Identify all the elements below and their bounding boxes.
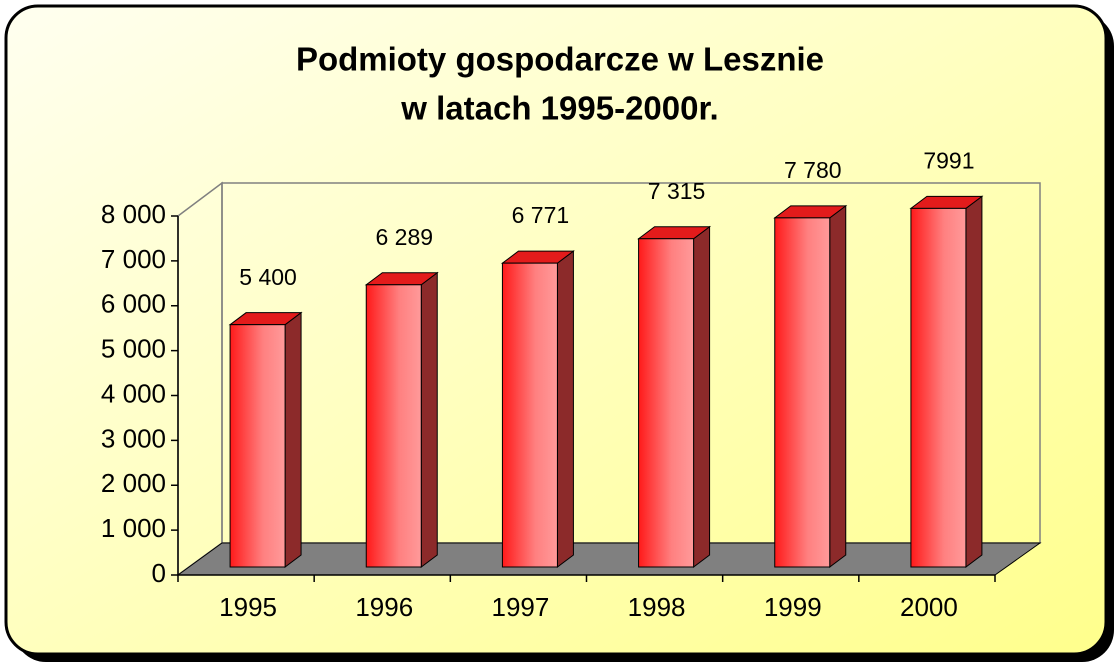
value-label: 6 771 [512, 202, 570, 228]
y-tick-label: 1 000 [101, 513, 166, 543]
bar-side [829, 204, 847, 568]
value-label: 7 780 [784, 157, 842, 183]
chart-title: Podmioty gospodarcze w Lesznie [296, 41, 824, 78]
x-tick-label: 1998 [628, 592, 686, 622]
bar-side [284, 311, 302, 568]
bar [910, 207, 967, 568]
y-tick-label: 2 000 [101, 468, 166, 498]
bar [501, 262, 558, 568]
y-tick-label: 5 000 [101, 334, 166, 364]
bar [365, 284, 422, 568]
bar [638, 238, 695, 568]
y-tick-label: 3 000 [101, 423, 166, 453]
x-tick-label: 1995 [219, 592, 277, 622]
value-label: 7 315 [648, 178, 706, 204]
bar-side [965, 195, 983, 568]
bar [774, 217, 831, 568]
value-label: 6 289 [375, 224, 433, 250]
x-tick-label: 1996 [355, 592, 413, 622]
y-tick-label: 7 000 [101, 244, 166, 274]
x-tick-label: 2000 [900, 592, 958, 622]
x-tick-label: 1999 [764, 592, 822, 622]
bar-side [420, 271, 438, 568]
y-tick-label: 4 000 [101, 378, 166, 408]
y-tick-label: 6 000 [101, 289, 166, 319]
y-tick-label: 0 [152, 558, 166, 588]
value-label: 7991 [923, 147, 974, 173]
chart-title: w latach 1995-2000r. [400, 90, 718, 127]
bar [229, 324, 286, 568]
value-label: 5 400 [239, 264, 297, 290]
x-tick-label: 1997 [491, 592, 549, 622]
y-tick-label: 8 000 [101, 199, 166, 229]
bar-side [556, 250, 574, 568]
bar-side [693, 225, 711, 568]
